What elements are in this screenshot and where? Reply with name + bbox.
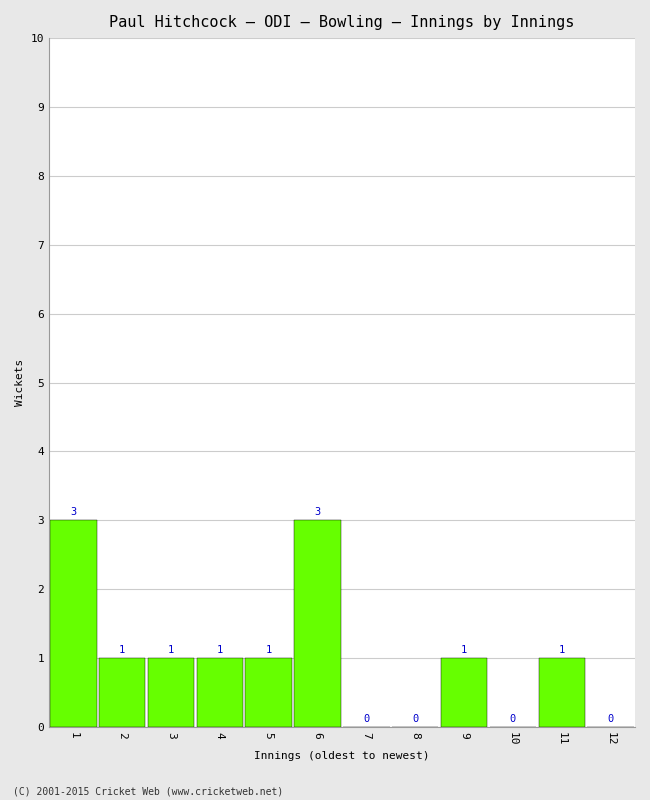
Bar [197,658,243,727]
Text: 3: 3 [70,507,77,517]
Text: 1: 1 [168,645,174,654]
Bar [99,658,146,727]
Bar [294,520,341,727]
Text: 1: 1 [119,645,125,654]
Text: 1: 1 [266,645,272,654]
Text: (C) 2001-2015 Cricket Web (www.cricketweb.net): (C) 2001-2015 Cricket Web (www.cricketwe… [13,786,283,796]
Text: 3: 3 [315,507,320,517]
Title: Paul Hitchcock – ODI – Bowling – Innings by Innings: Paul Hitchcock – ODI – Bowling – Innings… [109,15,575,30]
Text: 1: 1 [461,645,467,654]
Text: 0: 0 [608,714,614,724]
X-axis label: Innings (oldest to newest): Innings (oldest to newest) [254,751,430,761]
Text: 0: 0 [510,714,516,724]
Bar [246,658,292,727]
Bar [441,658,488,727]
Bar [539,658,585,727]
Text: 0: 0 [412,714,419,724]
Y-axis label: Wickets: Wickets [15,359,25,406]
Bar [50,520,97,727]
Text: 1: 1 [558,645,565,654]
Text: 0: 0 [363,714,369,724]
Text: 1: 1 [216,645,223,654]
Bar [148,658,194,727]
